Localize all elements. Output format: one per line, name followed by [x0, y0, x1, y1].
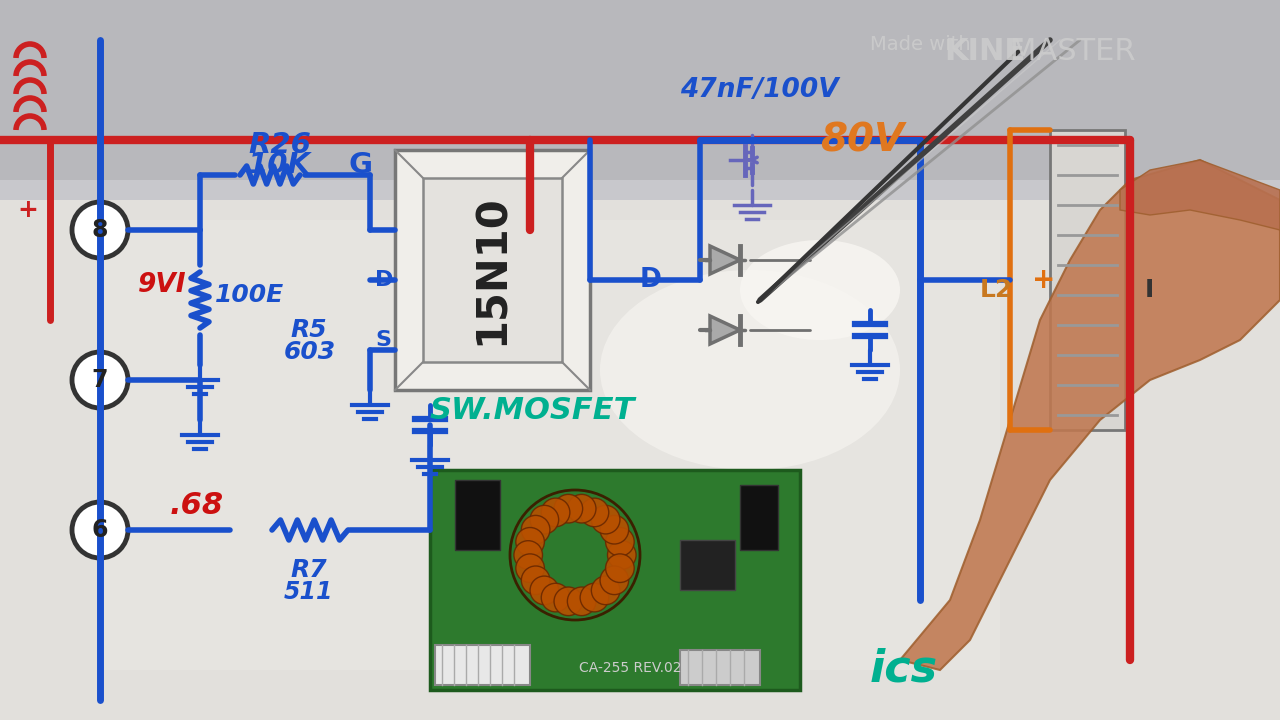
Polygon shape — [710, 246, 740, 274]
Text: 15N10: 15N10 — [471, 194, 513, 346]
Bar — [396, 150, 590, 390]
Bar — [100, 220, 1000, 670]
Circle shape — [580, 498, 609, 527]
Bar — [0, 180, 1280, 320]
Ellipse shape — [740, 240, 900, 340]
Text: Made with: Made with — [870, 35, 970, 54]
Circle shape — [530, 505, 558, 534]
Circle shape — [530, 576, 558, 605]
Circle shape — [541, 498, 570, 527]
Circle shape — [554, 587, 582, 616]
Circle shape — [605, 528, 634, 556]
Circle shape — [591, 505, 620, 534]
Circle shape — [516, 528, 544, 556]
Bar — [0, 200, 1280, 720]
Ellipse shape — [600, 270, 900, 470]
Text: +: + — [1032, 266, 1056, 294]
Circle shape — [72, 352, 128, 408]
Text: S: S — [375, 330, 390, 350]
Circle shape — [600, 566, 628, 595]
Text: 47nF/100V: 47nF/100V — [680, 77, 838, 103]
Text: I: I — [1146, 278, 1155, 302]
Circle shape — [72, 202, 128, 258]
Text: KINE: KINE — [943, 37, 1025, 66]
Circle shape — [600, 516, 628, 544]
Circle shape — [513, 541, 543, 570]
Text: D: D — [375, 270, 393, 290]
Text: 6: 6 — [92, 518, 109, 542]
Bar — [422, 178, 562, 362]
Bar — [454, 480, 500, 550]
Text: D: D — [640, 267, 662, 293]
Bar — [680, 650, 760, 685]
Circle shape — [608, 541, 636, 570]
Text: R5: R5 — [291, 318, 326, 342]
Bar — [435, 645, 530, 685]
Circle shape — [516, 554, 544, 582]
Circle shape — [591, 576, 620, 605]
Polygon shape — [1120, 160, 1280, 230]
Circle shape — [521, 566, 550, 595]
Bar — [740, 485, 778, 550]
Text: SW.MOSFET: SW.MOSFET — [430, 395, 635, 425]
Text: 511: 511 — [284, 580, 334, 604]
Circle shape — [521, 516, 550, 544]
Text: R7: R7 — [291, 558, 326, 582]
Text: .68: .68 — [170, 490, 224, 520]
Text: 9VI: 9VI — [138, 272, 187, 298]
Circle shape — [541, 583, 570, 612]
Circle shape — [567, 587, 596, 616]
Text: G: G — [348, 151, 372, 179]
Circle shape — [567, 495, 596, 523]
Circle shape — [550, 531, 600, 580]
Bar — [0, 0, 1280, 200]
Text: CA-255 REV.02: CA-255 REV.02 — [579, 661, 681, 675]
Text: 8: 8 — [92, 218, 109, 242]
Circle shape — [72, 502, 128, 558]
Text: 603: 603 — [284, 340, 337, 364]
Circle shape — [550, 531, 600, 580]
Polygon shape — [900, 160, 1280, 670]
Text: 7: 7 — [92, 368, 109, 392]
Circle shape — [580, 583, 609, 612]
Text: L2: L2 — [980, 278, 1014, 302]
Text: R26: R26 — [248, 131, 311, 159]
Bar — [680, 540, 735, 590]
Text: +: + — [18, 198, 38, 222]
Circle shape — [554, 495, 582, 523]
Polygon shape — [710, 316, 740, 344]
Circle shape — [605, 554, 634, 582]
Bar — [1050, 130, 1125, 430]
Bar — [430, 470, 800, 690]
Text: 100E: 100E — [215, 283, 284, 307]
Text: ics: ics — [870, 647, 938, 690]
Text: 80V: 80V — [820, 121, 904, 159]
Text: MASTER: MASTER — [1010, 37, 1135, 66]
Text: 10K: 10K — [248, 151, 311, 179]
